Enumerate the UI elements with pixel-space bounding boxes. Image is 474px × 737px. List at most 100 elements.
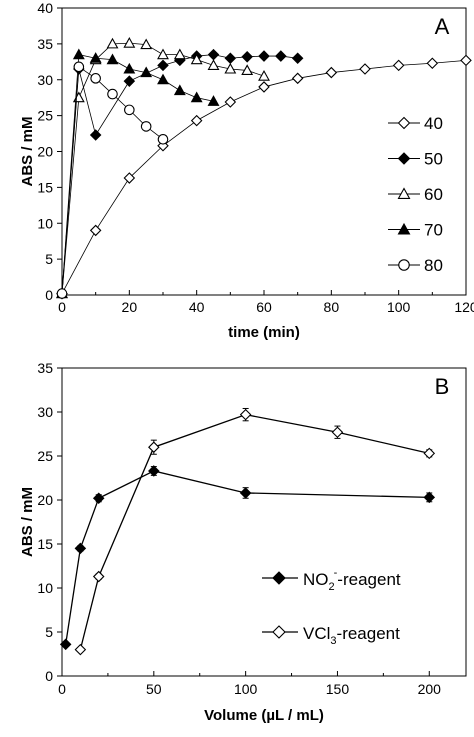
legend-label-a: 50 bbox=[424, 150, 443, 169]
data-point-a bbox=[140, 121, 152, 132]
data-point-b bbox=[74, 542, 87, 555]
y-tick-label-a: 25 bbox=[37, 108, 53, 124]
data-point-b bbox=[74, 643, 87, 656]
legend-text-part: -reagent bbox=[337, 624, 401, 643]
x-tick-label-b: 50 bbox=[146, 681, 162, 697]
data-point-a bbox=[190, 53, 203, 65]
data-point-a bbox=[224, 52, 237, 65]
y-tick-label-b: 30 bbox=[37, 404, 53, 420]
data-point-a bbox=[241, 51, 253, 63]
data-point-a bbox=[124, 104, 135, 116]
y-axis-title-a: ABS / mM bbox=[19, 116, 36, 186]
series-a-80: 80 bbox=[56, 61, 443, 299]
y-tick-label-a: 40 bbox=[37, 0, 53, 16]
series-b-1: VCl3-reagent bbox=[74, 407, 436, 656]
series-line-b bbox=[79, 413, 430, 650]
y-tick-label-b: 10 bbox=[37, 580, 53, 596]
data-point-b bbox=[423, 491, 436, 504]
legend-subscript: 2 bbox=[329, 581, 335, 593]
y-tick-label-a: 15 bbox=[37, 179, 53, 195]
legend-marker-a bbox=[398, 259, 410, 271]
data-point-a bbox=[190, 91, 203, 103]
x-tick-label-a: 100 bbox=[387, 299, 411, 315]
x-tick-label-a: 40 bbox=[189, 299, 205, 315]
legend-text-part: VCl bbox=[303, 624, 330, 643]
chart-b: 0 50 100 150 200 0 5 10 15 20 25 30 35 Volume (µL / m… bbox=[19, 360, 467, 724]
y-axis-title-b: ABS / mM bbox=[19, 487, 36, 557]
series-line-a bbox=[61, 54, 214, 294]
data-point-a bbox=[460, 54, 472, 67]
y-tick-label-a: 20 bbox=[37, 144, 53, 160]
legend-marker-b bbox=[272, 625, 286, 639]
data-point-a bbox=[258, 70, 270, 81]
data-point-a bbox=[157, 73, 169, 85]
legend-text-part: -reagent bbox=[337, 570, 401, 589]
data-point-b bbox=[148, 465, 160, 477]
legend-marker-a bbox=[397, 116, 411, 130]
legend-marker-a bbox=[397, 187, 411, 199]
data-point-a bbox=[173, 48, 186, 60]
data-point-a bbox=[123, 62, 136, 74]
data-point-a bbox=[157, 59, 169, 72]
legend-subscript: 3 bbox=[330, 635, 336, 647]
data-point-a bbox=[426, 57, 439, 70]
y-tick-label-a: 10 bbox=[37, 215, 53, 231]
x-tick-label-a: 0 bbox=[58, 299, 66, 315]
data-point-a bbox=[392, 59, 405, 72]
x-tick-label-b: 100 bbox=[234, 681, 258, 697]
data-point-a bbox=[106, 53, 119, 65]
panel-label-b: B bbox=[435, 374, 450, 399]
data-point-a bbox=[325, 66, 338, 79]
y-tick-label-a: 0 bbox=[45, 287, 53, 303]
data-point-a bbox=[123, 37, 136, 48]
data-point-a bbox=[207, 48, 220, 61]
data-point-b bbox=[92, 492, 105, 505]
y-tick-label-b: 5 bbox=[45, 624, 53, 640]
data-point-a bbox=[258, 81, 270, 93]
data-point-a bbox=[140, 38, 153, 50]
y-tick-label-b: 25 bbox=[37, 448, 53, 464]
y-tick-label-a: 5 bbox=[45, 251, 53, 267]
x-axis-title-b: Volume (µL / mL) bbox=[204, 707, 324, 724]
y-tick-label-b: 35 bbox=[37, 360, 53, 376]
x-tick-label-a: 80 bbox=[324, 299, 340, 315]
data-point-a bbox=[56, 288, 68, 299]
legend-label-a: 40 bbox=[424, 114, 443, 133]
data-point-a bbox=[190, 114, 203, 127]
series-a-60: 60 bbox=[56, 37, 443, 299]
legend-label-b: NO2 --reagent bbox=[303, 567, 401, 593]
series-a-50: 50 bbox=[56, 48, 443, 300]
x-tick-label-b: 0 bbox=[58, 681, 66, 697]
data-point-a bbox=[291, 72, 304, 85]
legend-text-part: NO bbox=[303, 570, 329, 589]
data-point-a bbox=[89, 224, 102, 237]
x-tick-label-a: 120 bbox=[454, 299, 474, 315]
y-tick-label-a: 35 bbox=[37, 36, 53, 52]
legend-marker-a bbox=[397, 222, 411, 235]
data-point-a bbox=[89, 129, 102, 141]
x-tick-label-b: 150 bbox=[326, 681, 350, 697]
panel-label-a: A bbox=[435, 14, 450, 39]
data-point-a bbox=[73, 61, 85, 73]
y-tick-label-a: 30 bbox=[37, 72, 53, 88]
data-point-a bbox=[275, 50, 287, 62]
data-point-b bbox=[423, 447, 436, 460]
data-point-a bbox=[207, 95, 220, 106]
data-point-a bbox=[207, 59, 220, 70]
legend-marker-a bbox=[397, 152, 411, 165]
legend-label-b: VCl3-reagent bbox=[303, 624, 400, 647]
data-point-a bbox=[123, 75, 136, 87]
x-axis-title-a: time (min) bbox=[228, 324, 300, 341]
legend-label-a: 60 bbox=[424, 185, 443, 204]
data-point-a bbox=[72, 48, 85, 60]
data-point-a bbox=[241, 64, 254, 75]
data-point-a bbox=[140, 66, 153, 78]
data-point-a bbox=[90, 73, 101, 84]
y-tick-label-b: 20 bbox=[37, 492, 53, 508]
legend-label-a: 80 bbox=[424, 256, 443, 275]
series-line-a bbox=[61, 59, 467, 294]
data-point-b bbox=[239, 487, 252, 499]
legend-marker-b bbox=[272, 571, 286, 585]
y-tick-label-b: 0 bbox=[45, 668, 53, 684]
